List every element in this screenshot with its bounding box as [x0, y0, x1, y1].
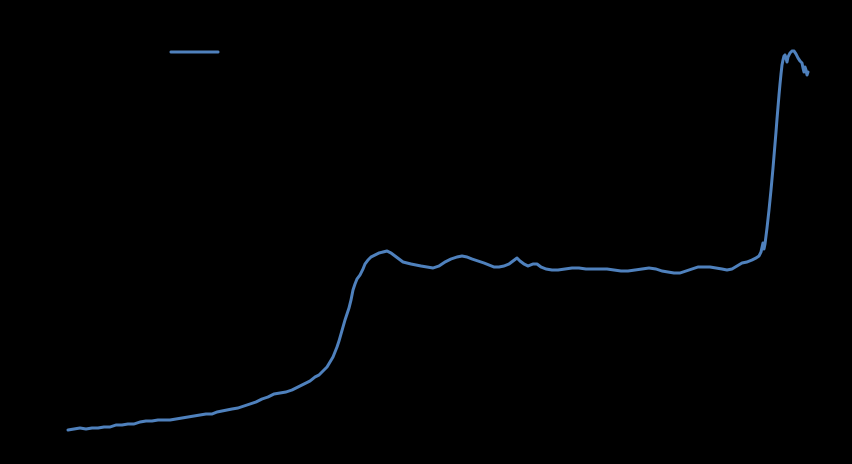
series-line: [66, 49, 810, 432]
